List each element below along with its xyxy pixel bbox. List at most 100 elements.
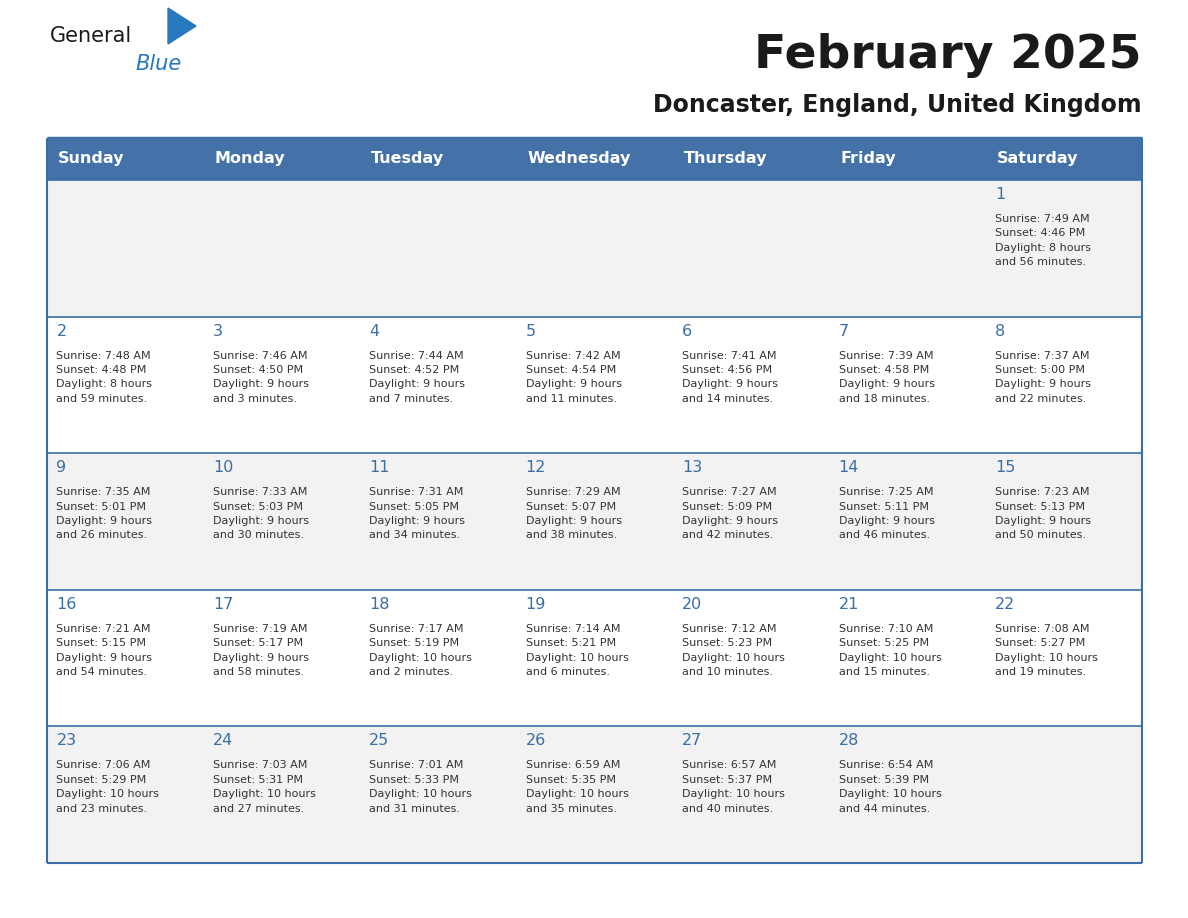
- Bar: [517, 180, 672, 317]
- Bar: [517, 726, 672, 863]
- Bar: [672, 138, 829, 180]
- Text: Sunrise: 7:33 AM
Sunset: 5:03 PM
Daylight: 9 hours
and 30 minutes.: Sunrise: 7:33 AM Sunset: 5:03 PM Dayligh…: [213, 487, 309, 541]
- Text: 17: 17: [213, 597, 233, 611]
- Text: Sunrise: 7:49 AM
Sunset: 4:46 PM
Daylight: 8 hours
and 56 minutes.: Sunrise: 7:49 AM Sunset: 4:46 PM Dayligh…: [996, 214, 1091, 267]
- Bar: [203, 180, 360, 317]
- Text: 21: 21: [839, 597, 859, 611]
- Text: Saturday: Saturday: [997, 151, 1078, 166]
- Text: 16: 16: [56, 597, 77, 611]
- Text: 15: 15: [996, 460, 1016, 476]
- Text: 4: 4: [369, 324, 379, 339]
- Text: General: General: [50, 26, 132, 46]
- Text: Sunrise: 7:21 AM
Sunset: 5:15 PM
Daylight: 9 hours
and 54 minutes.: Sunrise: 7:21 AM Sunset: 5:15 PM Dayligh…: [56, 624, 152, 677]
- Text: 18: 18: [369, 597, 390, 611]
- Text: 1: 1: [996, 187, 1005, 202]
- Text: 3: 3: [213, 324, 223, 339]
- Bar: [203, 453, 360, 589]
- Bar: [360, 453, 517, 589]
- Text: Sunrise: 6:54 AM
Sunset: 5:39 PM
Daylight: 10 hours
and 44 minutes.: Sunrise: 6:54 AM Sunset: 5:39 PM Dayligh…: [839, 760, 941, 813]
- Text: 6: 6: [682, 324, 693, 339]
- Text: Sunrise: 7:29 AM
Sunset: 5:07 PM
Daylight: 9 hours
and 38 minutes.: Sunrise: 7:29 AM Sunset: 5:07 PM Dayligh…: [525, 487, 621, 541]
- Text: Sunrise: 7:41 AM
Sunset: 4:56 PM
Daylight: 9 hours
and 14 minutes.: Sunrise: 7:41 AM Sunset: 4:56 PM Dayligh…: [682, 351, 778, 404]
- Bar: [48, 726, 203, 863]
- Text: 23: 23: [56, 733, 76, 748]
- Bar: [672, 453, 829, 589]
- Text: 19: 19: [525, 597, 546, 611]
- Bar: [360, 180, 517, 317]
- Bar: [986, 726, 1142, 863]
- Text: Sunrise: 7:35 AM
Sunset: 5:01 PM
Daylight: 9 hours
and 26 minutes.: Sunrise: 7:35 AM Sunset: 5:01 PM Dayligh…: [56, 487, 152, 541]
- Text: 7: 7: [839, 324, 848, 339]
- Bar: [829, 726, 986, 863]
- Text: 9: 9: [56, 460, 67, 476]
- Bar: [203, 589, 360, 726]
- Bar: [48, 453, 203, 589]
- Text: Sunrise: 7:01 AM
Sunset: 5:33 PM
Daylight: 10 hours
and 31 minutes.: Sunrise: 7:01 AM Sunset: 5:33 PM Dayligh…: [369, 760, 472, 813]
- Bar: [829, 453, 986, 589]
- Text: Sunrise: 7:48 AM
Sunset: 4:48 PM
Daylight: 8 hours
and 59 minutes.: Sunrise: 7:48 AM Sunset: 4:48 PM Dayligh…: [56, 351, 152, 404]
- Text: Sunrise: 7:12 AM
Sunset: 5:23 PM
Daylight: 10 hours
and 10 minutes.: Sunrise: 7:12 AM Sunset: 5:23 PM Dayligh…: [682, 624, 785, 677]
- Bar: [829, 589, 986, 726]
- Text: Sunrise: 7:25 AM
Sunset: 5:11 PM
Daylight: 9 hours
and 46 minutes.: Sunrise: 7:25 AM Sunset: 5:11 PM Dayligh…: [839, 487, 935, 541]
- Text: Sunrise: 7:06 AM
Sunset: 5:29 PM
Daylight: 10 hours
and 23 minutes.: Sunrise: 7:06 AM Sunset: 5:29 PM Dayligh…: [56, 760, 159, 813]
- Text: 20: 20: [682, 597, 702, 611]
- Text: Wednesday: Wednesday: [527, 151, 631, 166]
- Text: 27: 27: [682, 733, 702, 748]
- Text: Tuesday: Tuesday: [371, 151, 444, 166]
- Text: 22: 22: [996, 597, 1016, 611]
- Text: Sunrise: 7:17 AM
Sunset: 5:19 PM
Daylight: 10 hours
and 2 minutes.: Sunrise: 7:17 AM Sunset: 5:19 PM Dayligh…: [369, 624, 472, 677]
- Bar: [672, 317, 829, 453]
- Bar: [360, 317, 517, 453]
- Text: Sunrise: 7:03 AM
Sunset: 5:31 PM
Daylight: 10 hours
and 27 minutes.: Sunrise: 7:03 AM Sunset: 5:31 PM Dayligh…: [213, 760, 316, 813]
- Bar: [829, 317, 986, 453]
- Text: Sunrise: 7:42 AM
Sunset: 4:54 PM
Daylight: 9 hours
and 11 minutes.: Sunrise: 7:42 AM Sunset: 4:54 PM Dayligh…: [525, 351, 621, 404]
- Text: Sunrise: 7:27 AM
Sunset: 5:09 PM
Daylight: 9 hours
and 42 minutes.: Sunrise: 7:27 AM Sunset: 5:09 PM Dayligh…: [682, 487, 778, 541]
- Text: Sunrise: 7:44 AM
Sunset: 4:52 PM
Daylight: 9 hours
and 7 minutes.: Sunrise: 7:44 AM Sunset: 4:52 PM Dayligh…: [369, 351, 466, 404]
- Text: Friday: Friday: [840, 151, 896, 166]
- Bar: [48, 180, 203, 317]
- Text: 24: 24: [213, 733, 233, 748]
- Text: February 2025: February 2025: [754, 33, 1142, 78]
- Bar: [517, 589, 672, 726]
- Bar: [48, 138, 203, 180]
- Bar: [829, 180, 986, 317]
- Text: Sunrise: 7:39 AM
Sunset: 4:58 PM
Daylight: 9 hours
and 18 minutes.: Sunrise: 7:39 AM Sunset: 4:58 PM Dayligh…: [839, 351, 935, 404]
- Text: 8: 8: [996, 324, 1005, 339]
- Text: Sunrise: 7:10 AM
Sunset: 5:25 PM
Daylight: 10 hours
and 15 minutes.: Sunrise: 7:10 AM Sunset: 5:25 PM Dayligh…: [839, 624, 941, 677]
- Bar: [517, 138, 672, 180]
- Text: Sunrise: 6:57 AM
Sunset: 5:37 PM
Daylight: 10 hours
and 40 minutes.: Sunrise: 6:57 AM Sunset: 5:37 PM Dayligh…: [682, 760, 785, 813]
- Text: 14: 14: [839, 460, 859, 476]
- Text: 11: 11: [369, 460, 390, 476]
- Text: Sunrise: 7:23 AM
Sunset: 5:13 PM
Daylight: 9 hours
and 50 minutes.: Sunrise: 7:23 AM Sunset: 5:13 PM Dayligh…: [996, 487, 1091, 541]
- Bar: [986, 453, 1142, 589]
- Text: Thursday: Thursday: [683, 151, 767, 166]
- Text: Sunrise: 7:19 AM
Sunset: 5:17 PM
Daylight: 9 hours
and 58 minutes.: Sunrise: 7:19 AM Sunset: 5:17 PM Dayligh…: [213, 624, 309, 677]
- Bar: [360, 589, 517, 726]
- Bar: [986, 180, 1142, 317]
- Bar: [986, 589, 1142, 726]
- Text: Blue: Blue: [135, 54, 182, 74]
- Bar: [829, 138, 986, 180]
- Text: Sunrise: 7:37 AM
Sunset: 5:00 PM
Daylight: 9 hours
and 22 minutes.: Sunrise: 7:37 AM Sunset: 5:00 PM Dayligh…: [996, 351, 1091, 404]
- Text: Sunday: Sunday: [58, 151, 125, 166]
- Text: Sunrise: 7:46 AM
Sunset: 4:50 PM
Daylight: 9 hours
and 3 minutes.: Sunrise: 7:46 AM Sunset: 4:50 PM Dayligh…: [213, 351, 309, 404]
- Bar: [360, 726, 517, 863]
- Text: 5: 5: [525, 324, 536, 339]
- Bar: [672, 726, 829, 863]
- Bar: [203, 317, 360, 453]
- Text: Sunrise: 6:59 AM
Sunset: 5:35 PM
Daylight: 10 hours
and 35 minutes.: Sunrise: 6:59 AM Sunset: 5:35 PM Dayligh…: [525, 760, 628, 813]
- Text: 26: 26: [525, 733, 546, 748]
- Bar: [672, 589, 829, 726]
- Text: 25: 25: [369, 733, 390, 748]
- Bar: [986, 317, 1142, 453]
- Bar: [48, 317, 203, 453]
- Bar: [48, 589, 203, 726]
- Text: Doncaster, England, United Kingdom: Doncaster, England, United Kingdom: [653, 93, 1142, 117]
- Text: Monday: Monday: [214, 151, 285, 166]
- Text: 28: 28: [839, 733, 859, 748]
- Bar: [203, 138, 360, 180]
- Bar: [517, 453, 672, 589]
- Bar: [986, 138, 1142, 180]
- Polygon shape: [168, 8, 196, 44]
- Text: Sunrise: 7:14 AM
Sunset: 5:21 PM
Daylight: 10 hours
and 6 minutes.: Sunrise: 7:14 AM Sunset: 5:21 PM Dayligh…: [525, 624, 628, 677]
